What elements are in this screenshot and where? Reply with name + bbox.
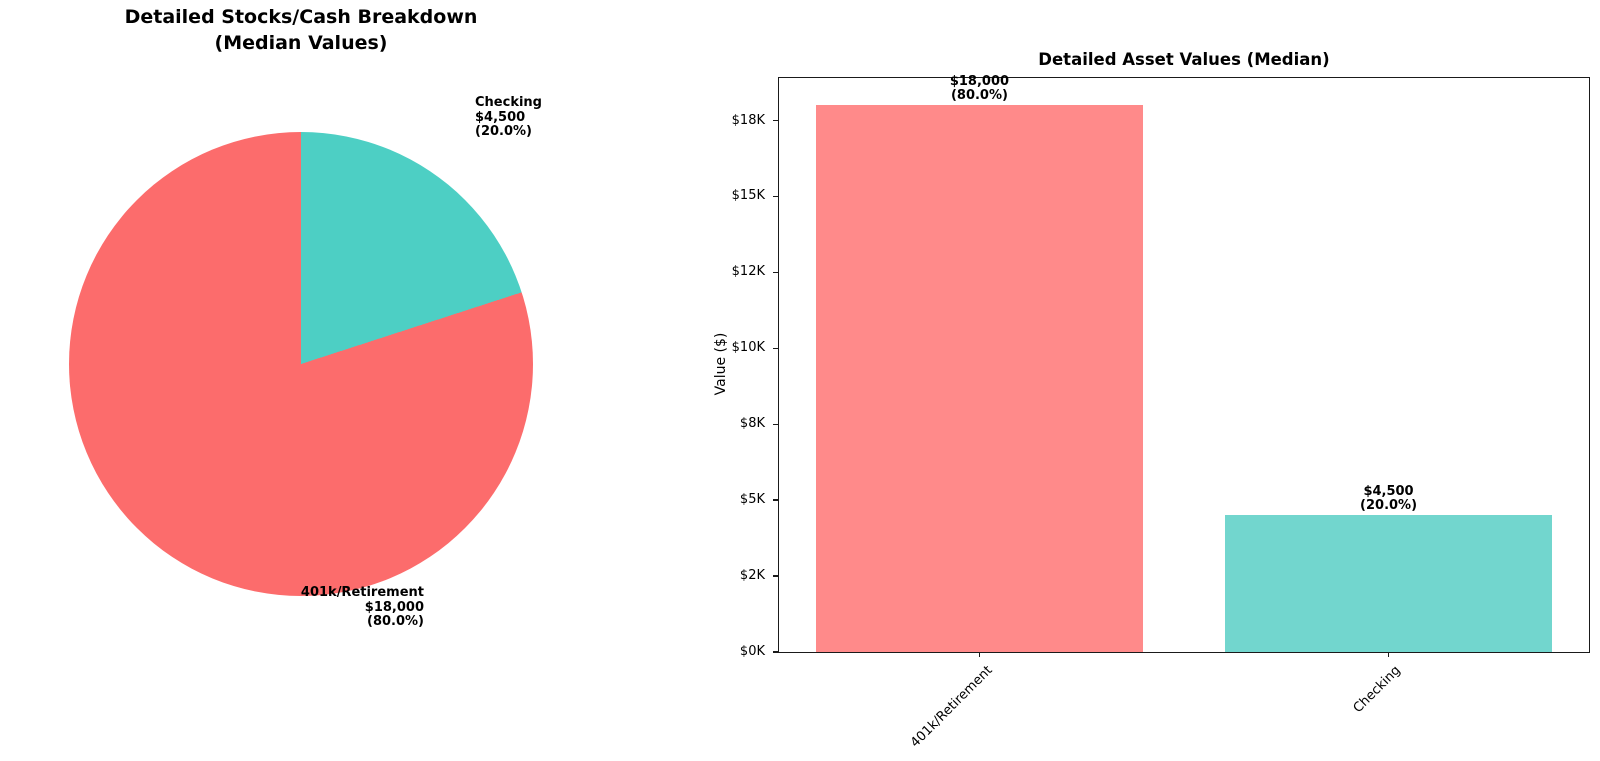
y-tick-mark [773,651,778,653]
x-tick-mark [1387,652,1390,657]
y-tick-mark [773,499,778,501]
pie-chart [69,132,533,596]
x-tick-label: Checking [1351,663,1405,717]
pie-slice-label-retirement: 401k/Retirement $18,000 (80.0%) [0,585,424,630]
pie-chart-title: Detailed Stocks/Cash Breakdown (Median V… [60,4,542,56]
x-tick-mark [978,652,981,657]
y-tick-mark [773,271,778,274]
bar-plot-area: $0K $2K $5K $8K $10K $12K $15K $18K $18,000 (80.… [732,74,1590,751]
pie-slice-label-checking-pct: (20.0%) [475,124,532,139]
pie-slice-label-checking-name: Checking [475,95,542,110]
y-tick-label: $12K [731,264,765,280]
bar-value-label: $18,000 (80.0%) [949,74,1010,104]
pie-slice-label-retirement-value: $18,000 [364,599,424,615]
y-tick-mark [773,575,778,577]
bar-chart-title: Detailed Asset Values (Median) [1038,50,1330,69]
x-tick-label: 401k/Retirement [907,663,996,751]
y-tick-label: $2K [739,568,765,584]
y-tick-mark [773,347,778,349]
pie-slice-label-retirement-pct: (80.0%) [367,614,424,629]
pie-slice-label-checking-value: $4,500 [475,109,526,125]
y-tick-mark [773,195,778,198]
y-tick-label: $18K [731,112,765,128]
pie-chart-title-line2: (Median Values) [214,32,388,54]
pie-slice-label-checking: Checking $4,500 (20.0%) [475,95,542,140]
bar-401k-retirement [815,105,1144,652]
y-tick-label: $5K [739,492,765,508]
y-tick-mark [773,423,778,425]
y-tick-label: $8K [739,416,765,432]
y-tick-mark [773,119,778,122]
bar-checking [1224,515,1553,652]
pie-slice-label-retirement-name: 401k/Retirement [300,585,424,600]
y-tick-label: $15K [731,188,765,204]
y-tick-label: $0K [739,644,765,659]
pie-chart-title-line1: Detailed Stocks/Cash Breakdown [124,6,478,28]
bar-value-label: $4,500 (20.0%) [1360,484,1418,514]
y-tick-label: $10K [731,340,765,356]
